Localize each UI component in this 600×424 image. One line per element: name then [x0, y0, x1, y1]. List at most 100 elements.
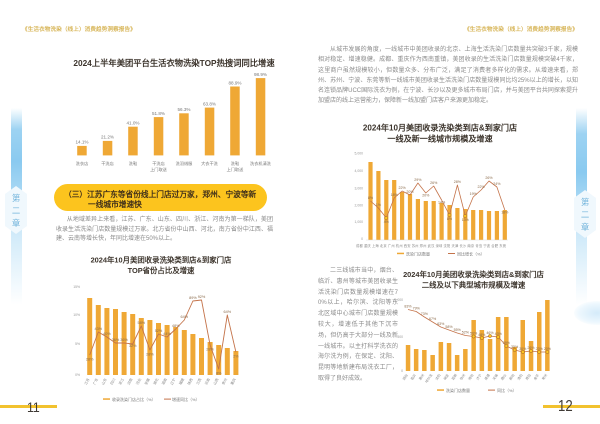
svg-text:同比（%）: 同比（%）	[497, 387, 517, 393]
svg-text:临沂: 临沂	[409, 372, 417, 381]
svg-text:洗衣机清洗: 洗衣机清洗	[250, 160, 272, 167]
svg-text:83%: 83%	[404, 304, 412, 308]
svg-text:28%: 28%	[454, 180, 462, 184]
svg-text:15%: 15%	[73, 285, 80, 289]
svg-text:44%: 44%	[163, 332, 171, 336]
svg-text:18%: 18%	[391, 193, 399, 197]
svg-text:1,000: 1,000	[395, 298, 404, 302]
svg-text:14%: 14%	[438, 201, 446, 205]
svg-text:63.8%: 63.8%	[203, 101, 216, 106]
svg-text:洗染门店数量: 洗染门店数量	[406, 250, 430, 256]
svg-text:潍坊: 潍坊	[467, 372, 475, 381]
svg-text:收录洗染门店占比（%）: 收录洗染门店占比（%）	[112, 396, 156, 402]
svg-text:山西: 山西	[212, 377, 220, 386]
svg-text:云南: 云南	[203, 377, 211, 386]
svg-text:64%: 64%	[180, 315, 188, 319]
svg-text:8%: 8%	[216, 372, 222, 376]
svg-text:二: 二	[581, 210, 589, 220]
svg-text:广东: 广东	[91, 377, 99, 386]
svg-text:2024年10月美团收录洗染类到店&到家门店: 2024年10月美团收录洗染类到店&到家门店	[403, 270, 544, 279]
svg-text:2024年10月美团收录洗染类到店&到家门店: 2024年10月美团收录洗染类到店&到家门店	[363, 122, 517, 132]
svg-text:64%: 64%	[223, 310, 231, 314]
svg-text:43%: 43%	[94, 327, 102, 331]
svg-text:干洗店: 干洗店	[101, 160, 114, 167]
svg-text:陕西: 陕西	[186, 377, 194, 386]
svg-text:河北: 河北	[134, 377, 142, 386]
svg-text:0: 0	[361, 237, 363, 241]
svg-text:河南: 河南	[126, 377, 134, 386]
svg-text:昆明: 昆明	[450, 372, 458, 381]
svg-text:39%: 39%	[503, 341, 511, 345]
svg-text:章: 章	[581, 222, 589, 232]
svg-text:0: 0	[401, 369, 403, 373]
svg-text:TOP省份占比及增速: TOP省份占比及增速	[128, 266, 195, 275]
svg-text:50%: 50%	[470, 331, 478, 335]
svg-text:58%: 58%	[137, 321, 145, 325]
svg-text:贵阳: 贵阳	[524, 373, 532, 381]
svg-text:40%: 40%	[103, 332, 111, 336]
svg-text:92%: 92%	[198, 295, 206, 299]
svg-text:湖北: 湖北	[152, 377, 160, 386]
svg-text:干洗店: 干洗店	[152, 160, 165, 167]
svg-text:98.9%: 98.9%	[254, 72, 267, 77]
svg-text:8%: 8%	[447, 217, 453, 221]
svg-text:上门取送: 上门取送	[227, 166, 245, 173]
svg-text:唐山: 唐山	[499, 373, 507, 381]
svg-text:常州: 常州	[540, 373, 548, 381]
svg-text:金华: 金华	[532, 372, 540, 381]
svg-text:10%: 10%	[73, 313, 80, 317]
svg-text:二线及以下典型城市规模及增速: 二线及以下典型城市规模及增速	[422, 281, 526, 290]
svg-text:洗鞋: 洗鞋	[129, 160, 138, 167]
svg-text:南通: 南通	[483, 372, 491, 381]
svg-text:2024年10月美团收录洗染类到店&到家门店: 2024年10月美团收录洗染类到店&到家门店	[91, 255, 232, 264]
svg-text:48%: 48%	[478, 333, 486, 337]
svg-text:52%: 52%	[462, 330, 470, 334]
svg-text:1,000: 1,000	[355, 220, 364, 224]
svg-text:江苏: 江苏	[83, 377, 91, 386]
svg-text:浙江: 浙江	[117, 377, 125, 386]
svg-text:同比增长（%）: 同比增长（%）	[457, 250, 485, 256]
svg-text:26%: 26%	[527, 346, 535, 350]
svg-text:二: 二	[12, 206, 20, 216]
svg-text:4%: 4%	[384, 220, 390, 224]
svg-text:35%: 35%	[511, 345, 519, 349]
svg-text:26%: 26%	[485, 176, 493, 180]
svg-text:哈尔滨: 哈尔滨	[424, 372, 434, 384]
svg-text:1%: 1%	[376, 203, 382, 207]
svg-text:洗衣店: 洗衣店	[76, 160, 89, 167]
svg-text:3,000: 3,000	[355, 187, 364, 191]
svg-text:洛阳: 洛阳	[516, 373, 524, 381]
svg-text:四川: 四川	[110, 377, 117, 386]
svg-text:30%: 30%	[519, 347, 527, 351]
svg-text:江西: 江西	[195, 377, 203, 386]
svg-text:福建: 福建	[177, 377, 185, 386]
svg-text:26%: 26%	[430, 181, 438, 185]
svg-text:41.0%: 41.0%	[126, 121, 139, 126]
svg-text:43%: 43%	[495, 332, 503, 336]
svg-text:章: 章	[12, 218, 20, 228]
svg-text:13%: 13%	[462, 218, 470, 222]
svg-text:成都 重庆 上海 北京 广州 杭州 西安 苏州 郑州 武汉: 成都 重庆 上海 北京 广州 杭州 西安 苏州 郑州 武汉 深圳 沈阳 天津 长…	[356, 243, 507, 248]
svg-text:湖南: 湖南	[160, 377, 168, 386]
svg-text:贵州: 贵州	[220, 377, 228, 386]
svg-text:20%: 20%	[422, 194, 430, 198]
svg-text:洗染门店数量: 洗染门店数量	[446, 387, 470, 393]
svg-text:500: 500	[397, 335, 403, 339]
svg-text:无锡: 无锡	[491, 372, 499, 381]
svg-text:58%: 58%	[445, 325, 453, 329]
svg-text:36%: 36%	[112, 338, 120, 342]
svg-text:上门取送: 上门取送	[150, 166, 168, 173]
svg-text:5%: 5%	[75, 342, 80, 346]
svg-text:67%: 67%	[429, 317, 437, 321]
svg-text:廊坊: 廊坊	[508, 372, 516, 381]
svg-text:14.1%: 14.1%	[75, 140, 88, 145]
svg-text:63%: 63%	[437, 322, 445, 326]
svg-text:第: 第	[581, 197, 589, 207]
svg-text:保定: 保定	[442, 372, 450, 381]
svg-text:89%: 89%	[189, 296, 197, 300]
svg-text:73%: 73%	[421, 312, 429, 316]
svg-text:46%: 46%	[486, 331, 494, 335]
svg-text:0%: 0%	[75, 373, 80, 377]
svg-text:沈阳: 沈阳	[434, 373, 442, 381]
svg-text:安徽: 安徽	[143, 377, 151, 386]
